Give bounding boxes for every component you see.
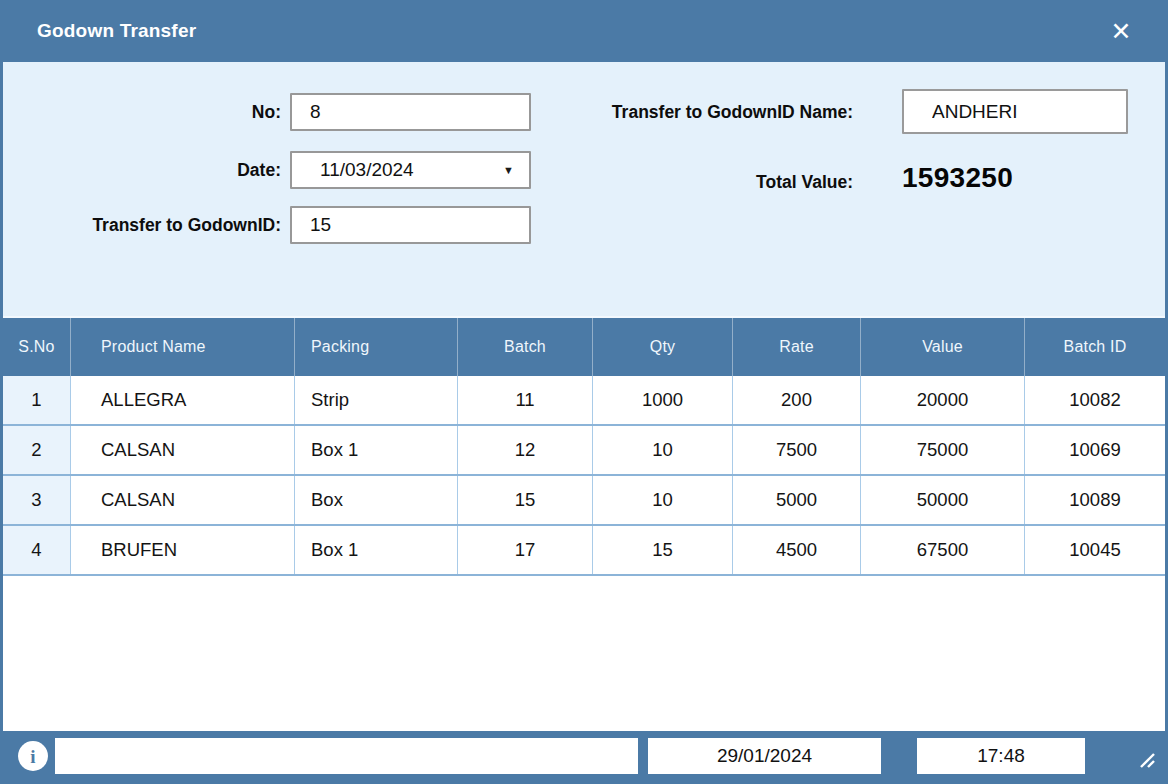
close-button[interactable]: ✕ [1104, 14, 1138, 48]
info-icon: i [18, 741, 48, 771]
column-header-s-no: S.No [3, 318, 71, 376]
table-cell[interactable]: 4 [3, 526, 71, 574]
status-message-field [55, 738, 638, 774]
date-value: 11/03/2024 [292, 159, 414, 181]
table-cell[interactable]: 11 [458, 376, 593, 424]
column-header-batch-id: Batch ID [1025, 318, 1165, 376]
column-header-product-name: Product Name [71, 318, 295, 376]
table-cell[interactable]: 4500 [733, 526, 861, 574]
no-label: No: [23, 102, 281, 123]
table-body: 1ALLEGRAStrip11100020020000100822CALSANB… [3, 376, 1165, 576]
column-header-packing: Packing [295, 318, 458, 376]
table-cell[interactable]: 1 [3, 376, 71, 424]
table-header-row: S.NoProduct NamePackingBatchQtyRateValue… [3, 318, 1165, 376]
items-table: S.NoProduct NamePackingBatchQtyRateValue… [3, 318, 1165, 731]
table-row[interactable]: 2CALSANBox 1121075007500010069 [3, 426, 1165, 476]
table-cell[interactable]: 67500 [861, 526, 1025, 574]
table-cell[interactable]: 3 [3, 476, 71, 524]
table-cell[interactable]: 1000 [593, 376, 733, 424]
table-cell[interactable]: 17 [458, 526, 593, 574]
window-title: Godown Transfer [37, 20, 196, 42]
table-cell[interactable]: BRUFEN [71, 526, 295, 574]
date-label: Date: [23, 160, 281, 181]
table-cell[interactable]: 50000 [861, 476, 1025, 524]
column-header-rate: Rate [733, 318, 861, 376]
transfer-godown-name-input[interactable] [902, 89, 1128, 134]
table-cell[interactable]: 10069 [1025, 426, 1165, 474]
table-row[interactable]: 1ALLEGRAStrip1110002002000010082 [3, 376, 1165, 426]
status-time: 17:48 [917, 738, 1085, 774]
table-cell[interactable]: 10 [593, 426, 733, 474]
transfer-godown-name-label: Transfer to GodownID Name: [483, 102, 853, 123]
table-cell[interactable]: 15 [593, 526, 733, 574]
status-date: 29/01/2024 [648, 738, 881, 774]
table-cell[interactable]: CALSAN [71, 426, 295, 474]
table-cell[interactable]: CALSAN [71, 476, 295, 524]
resize-grip-icon[interactable] [1136, 749, 1156, 773]
table-row[interactable]: 4BRUFENBox 1171545006750010045 [3, 526, 1165, 576]
transfer-godown-id-label: Transfer to GodownID: [23, 215, 281, 236]
close-icon: ✕ [1111, 19, 1132, 44]
table-cell[interactable]: 75000 [861, 426, 1025, 474]
table-cell[interactable]: 15 [458, 476, 593, 524]
table-cell[interactable]: 200 [733, 376, 861, 424]
table-cell[interactable]: Box 1 [295, 426, 458, 474]
table-cell[interactable]: 10089 [1025, 476, 1165, 524]
column-header-value: Value [861, 318, 1025, 376]
column-header-batch: Batch [458, 318, 593, 376]
table-cell[interactable]: 10045 [1025, 526, 1165, 574]
transfer-godown-id-input[interactable] [290, 206, 531, 244]
column-header-qty: Qty [593, 318, 733, 376]
total-value: 1593250 [902, 162, 1013, 194]
status-bar: i 29/01/2024 17:48 [3, 731, 1165, 781]
table-cell[interactable]: 5000 [733, 476, 861, 524]
table-row[interactable]: 3CALSANBox151050005000010089 [3, 476, 1165, 526]
godown-transfer-dialog: Godown Transfer ✕ No: Date: 11/03/2024 ▼… [0, 0, 1168, 784]
table-cell[interactable]: 20000 [861, 376, 1025, 424]
total-value-label: Total Value: [483, 172, 853, 193]
table-cell[interactable]: 10082 [1025, 376, 1165, 424]
table-cell[interactable]: Box [295, 476, 458, 524]
table-cell[interactable]: 12 [458, 426, 593, 474]
table-cell[interactable]: 2 [3, 426, 71, 474]
table-cell[interactable]: 7500 [733, 426, 861, 474]
table-cell[interactable]: ALLEGRA [71, 376, 295, 424]
table-cell[interactable]: 10 [593, 476, 733, 524]
table-cell[interactable]: Box 1 [295, 526, 458, 574]
title-bar: Godown Transfer ✕ [0, 0, 1168, 62]
table-cell[interactable]: Strip [295, 376, 458, 424]
form-panel: No: Date: 11/03/2024 ▼ Transfer to Godow… [3, 62, 1165, 318]
